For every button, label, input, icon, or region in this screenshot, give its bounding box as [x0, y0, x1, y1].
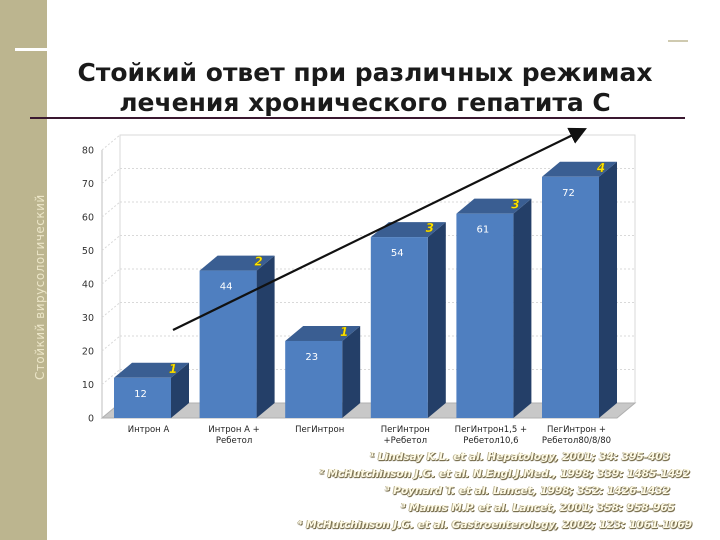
y-tick-label: 20	[82, 347, 94, 358]
data-label: 23	[305, 352, 318, 363]
gridline-side	[101, 335, 121, 352]
data-label: 54	[391, 248, 404, 259]
bar	[114, 377, 171, 418]
reference-item: ³ Poynard T. et al. Lancet, 1998; 352: 1…	[385, 485, 670, 497]
bar-top	[285, 325, 361, 341]
bar-side	[342, 325, 361, 418]
data-label: 72	[562, 188, 575, 199]
gridline-side	[101, 302, 121, 318]
bar	[542, 176, 599, 418]
bar-top	[542, 161, 617, 177]
y-tick-label: 70	[82, 179, 94, 190]
strip-tick	[15, 48, 47, 51]
bar-side	[427, 222, 446, 418]
reference-item: ² McHutchinson J.G. et al. N.Engl.J.Med.…	[319, 468, 690, 480]
x-tick-label-line: +Ребетол	[384, 436, 428, 446]
x-tick-label-line: Интрон А +	[208, 425, 259, 435]
x-tick-label: ПегИнтрон + Ребетол80/8/80	[542, 425, 611, 446]
x-tick-label-line: ПегИнтрон +	[547, 425, 606, 435]
gridline-side	[101, 235, 121, 251]
x-tick-label-line: ПегИнтрон1,5 +	[455, 425, 527, 435]
gridline-side	[101, 134, 121, 151]
x-tick-label: Интрон А + Ребетол	[208, 425, 259, 446]
x-tick-label-line: Ребетол	[216, 436, 252, 446]
y-tick-label: 10	[82, 380, 94, 391]
bar	[285, 340, 343, 418]
gridline-side	[101, 168, 121, 184]
x-tick-label-line: Интрон А	[128, 425, 170, 435]
gridline-side	[101, 201, 121, 218]
reference-item: ¹ Lindsay K.L. et al. Hepatology, 2001; …	[369, 451, 670, 463]
bar-side	[171, 362, 189, 418]
reference-mark: 1	[340, 325, 348, 339]
references: ¹ Lindsay K.L. et al. Hepatology, 2001; …	[235, 449, 695, 534]
x-tick-label: Интрон А	[128, 425, 170, 435]
bar-top	[114, 362, 189, 378]
trend-arrow	[172, 127, 587, 331]
title-underline	[30, 117, 685, 119]
reference-mark: 3	[426, 221, 434, 235]
x-tick-label-line: ПегИнтрон	[295, 425, 344, 435]
y-tick-label: 30	[82, 313, 94, 324]
x-tick-label: ПегИнтрон1,5 + Ребетол10,6	[455, 425, 527, 446]
bar	[199, 270, 257, 418]
data-label: 12	[134, 389, 147, 400]
bar-side	[256, 255, 275, 418]
x-tick-label: ПегИнтрон +Ребетол	[381, 425, 430, 446]
reference-mark: 1	[169, 362, 177, 376]
reference-item: ³ Manns M.P. et al. Lancet, 2001; 358: 9…	[400, 502, 675, 514]
bar	[370, 237, 428, 418]
bar-side	[513, 198, 532, 418]
bar	[456, 213, 514, 418]
y-tick-label: 60	[82, 213, 94, 224]
page-title: Стойкий ответ при различных режимах лече…	[77, 58, 653, 117]
x-tick-label-line: Ребетол10,6	[463, 436, 518, 446]
reference-item: ⁴ McHutchinson J.G. et al. Gastroenterol…	[297, 519, 692, 531]
bar-top	[199, 255, 275, 271]
data-label: 44	[220, 282, 233, 293]
reference-mark: 3	[511, 198, 519, 212]
bar-top	[370, 222, 446, 238]
reference-mark: 4	[596, 161, 605, 175]
y-tick-label: 50	[82, 246, 94, 257]
x-tick-label-line: ПегИнтрон	[381, 425, 430, 435]
reference-mark: 2	[254, 255, 262, 269]
y-tick-label: 40	[82, 280, 94, 291]
data-label: 61	[477, 225, 490, 236]
bar-side	[599, 161, 617, 419]
y-tick-label: 80	[82, 146, 94, 157]
y-tick-label: 0	[88, 414, 94, 425]
bar-top	[456, 198, 532, 214]
gridline-side	[101, 268, 121, 285]
x-tick-label-line: Ребетол80/8/80	[542, 436, 611, 446]
x-tick-label: ПегИнтрон	[295, 425, 344, 435]
left-decor-strip	[0, 0, 47, 540]
corner-decor-line	[668, 40, 688, 42]
